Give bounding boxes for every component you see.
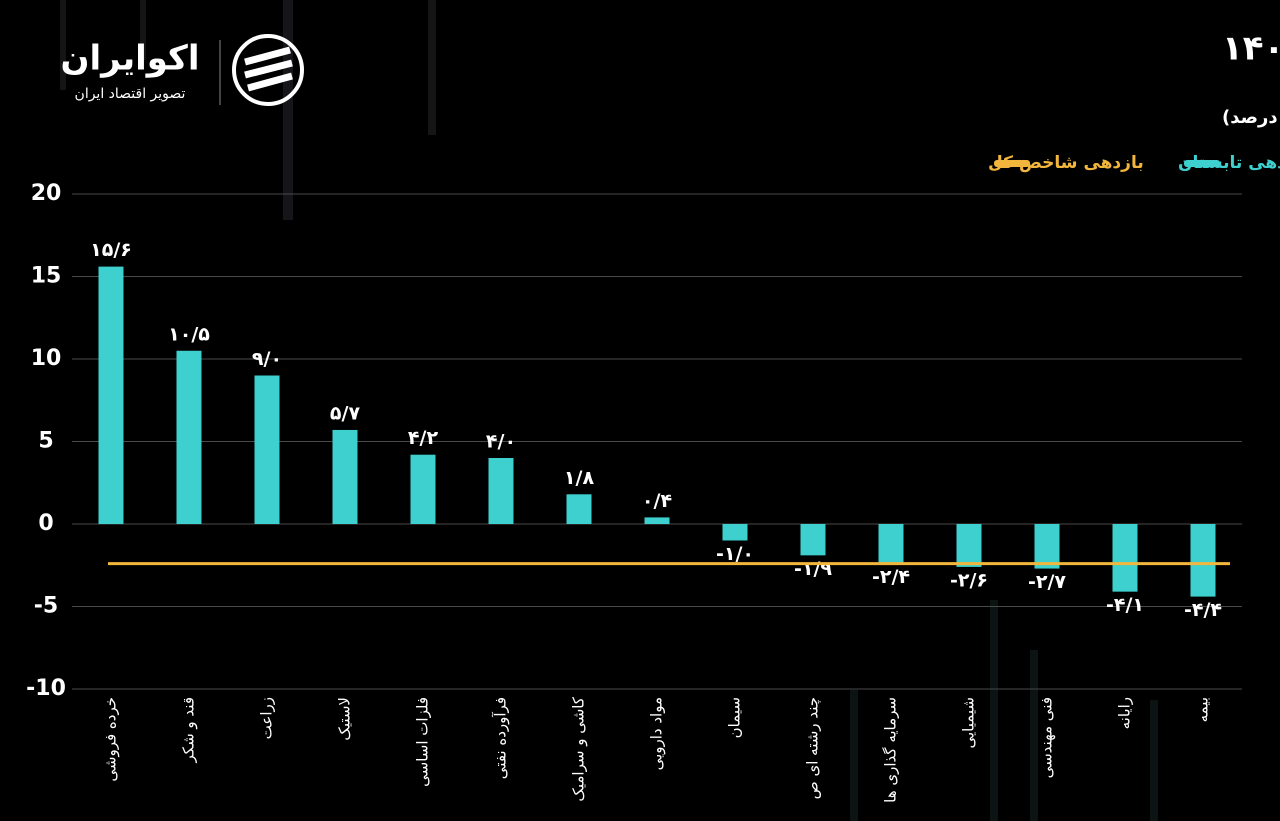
data-label: ۰/۴ bbox=[642, 490, 672, 512]
bar bbox=[722, 524, 748, 541]
data-label: ۴/۰ bbox=[486, 431, 516, 453]
legend-label: بازدهی شاخص کل bbox=[988, 153, 1144, 173]
x-tick-label: فرآورده نفتی bbox=[492, 697, 510, 779]
data-label: ۴/۲ bbox=[408, 427, 439, 449]
bar bbox=[488, 458, 514, 524]
bar bbox=[1034, 524, 1060, 569]
x-tick-label: کاشی و سرامیک bbox=[570, 696, 588, 801]
bar bbox=[566, 494, 592, 524]
y-tick-label: 5 bbox=[38, 429, 53, 454]
legend-swatch bbox=[1184, 160, 1220, 167]
y-tick-label: 15 bbox=[31, 264, 62, 289]
x-tick-label: سرمایه گذاری ها bbox=[882, 697, 900, 803]
y-tick-label: -10 bbox=[26, 676, 66, 701]
bar bbox=[410, 454, 436, 524]
brand-tagline: تصویر اقتصاد ایران bbox=[75, 86, 186, 102]
bar bbox=[176, 350, 202, 524]
background-decoration bbox=[60, 0, 1158, 821]
bar bbox=[800, 524, 826, 556]
legend-swatch bbox=[994, 160, 1030, 167]
x-tick-label: لاستیک bbox=[336, 697, 354, 741]
bar bbox=[644, 517, 670, 524]
legend-label: بازدهی تابستان bbox=[1178, 153, 1280, 173]
data-label: -۱/۰ bbox=[716, 543, 754, 565]
data-label: -۲/۷ bbox=[1028, 571, 1066, 593]
bar bbox=[878, 524, 904, 564]
x-tick-label: بیمه bbox=[1194, 697, 1212, 722]
data-label: -۴/۱ bbox=[1106, 594, 1144, 616]
x-tick-label: قند و شکر bbox=[180, 697, 198, 763]
data-label: ۱۰/۵ bbox=[168, 323, 210, 345]
y-tick-label: -5 bbox=[34, 594, 58, 619]
bar bbox=[1190, 524, 1216, 597]
chart-title: بازدهی صنایع بورسی در تابستان ۱۴۰۲ bbox=[1222, 29, 1280, 69]
chart-subtitle: (واحد: درصد) bbox=[1222, 107, 1280, 128]
x-tick-label: چند رشته ای ص bbox=[804, 697, 822, 799]
data-label: ۹/۰ bbox=[252, 348, 282, 370]
bar bbox=[332, 429, 358, 524]
y-tick-label: 10 bbox=[31, 346, 62, 371]
y-tick-label: 0 bbox=[38, 511, 53, 536]
logo: اکوایران تصویر اقتصاد ایران bbox=[61, 34, 304, 106]
x-tick-label: سیمان bbox=[726, 697, 744, 738]
y-tick-label: 20 bbox=[31, 181, 62, 206]
bar bbox=[956, 524, 982, 567]
logo-mark bbox=[232, 34, 304, 106]
x-tick-label: زراعت bbox=[258, 697, 276, 739]
x-tick-label: فنی مهندسی bbox=[1038, 697, 1056, 778]
bar bbox=[1112, 524, 1138, 592]
data-label: -۴/۴ bbox=[1184, 599, 1222, 621]
logo-stripes bbox=[244, 46, 293, 92]
data-label: -۱/۹ bbox=[794, 558, 832, 580]
bar bbox=[98, 266, 124, 524]
x-tick-label: فلزات اساسی bbox=[414, 697, 432, 787]
x-tick-label: خرده فروشی bbox=[102, 697, 120, 782]
x-tick-label: شیمیایی bbox=[960, 697, 978, 749]
data-label: ۵/۷ bbox=[330, 402, 361, 424]
data-label: ۱/۸ bbox=[564, 467, 595, 489]
x-tick-label: رایانه bbox=[1116, 697, 1134, 729]
data-label: -۲/۴ bbox=[872, 566, 910, 588]
x-tick-label: مواد دارویی bbox=[648, 697, 666, 770]
bar bbox=[254, 375, 280, 524]
data-label: ۱۵/۶ bbox=[90, 239, 132, 261]
data-label: -۲/۶ bbox=[950, 569, 988, 591]
brand-name: اکوایران bbox=[61, 39, 200, 79]
